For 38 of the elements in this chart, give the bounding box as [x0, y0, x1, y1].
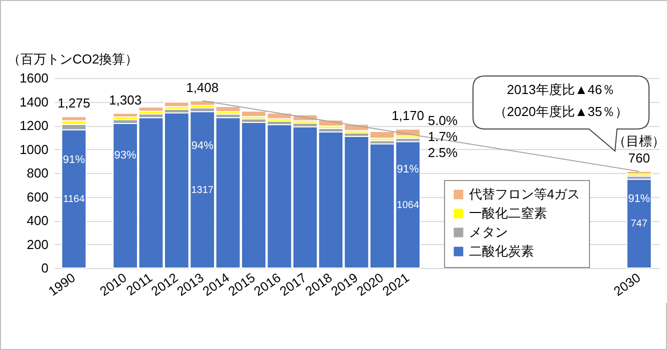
data-label: 747 [630, 218, 648, 230]
annotation: 5.0% [428, 113, 458, 128]
y-tick-label: 1000 [20, 142, 48, 157]
data-label: 1164 [63, 194, 86, 205]
annotation: 91% [396, 163, 420, 176]
data-label: 1317 [191, 184, 214, 196]
y-tick-label: 1600 [20, 70, 48, 86]
total-label: 1,170 [392, 108, 424, 124]
annotation: 91% [628, 192, 650, 205]
annotation: 760 [628, 150, 650, 166]
y-tick-label: 600 [26, 189, 48, 204]
y-tick-label: 200 [26, 236, 48, 252]
total-label: 1,275 [58, 96, 90, 111]
bar [626, 178, 652, 268]
y-tick-label: 1400 [20, 94, 48, 110]
bar [61, 129, 87, 268]
total-label: 1,408 [186, 80, 219, 95]
annotation: 2013年度比▲46％ [506, 81, 616, 99]
bar [61, 116, 87, 122]
legend-label: メタン [469, 224, 508, 240]
annotation: 94% [191, 140, 214, 152]
legend-label: 代替フロン等4ガス [468, 186, 580, 202]
y-axis-title: （百万トンCO2換算） [8, 52, 138, 66]
annotation: （2020年度比▲35％） [492, 103, 630, 121]
legend-label: 二酸化炭素 [469, 244, 534, 258]
y-tick-label: 1200 [20, 118, 48, 133]
legend-label: 一酸化二窒素 [469, 206, 547, 220]
bar [626, 170, 652, 174]
y-tick-label: 400 [26, 213, 48, 228]
annotation: 2.5% [428, 145, 458, 160]
annotation: 1.7% [428, 129, 458, 144]
annotation: 93% [114, 149, 137, 162]
annotation: 91% [62, 154, 86, 166]
annotation: （目標） [613, 133, 666, 148]
total-label: 1,303 [109, 92, 142, 108]
y-tick-label: 0 [41, 260, 48, 276]
data-label: 1064 [396, 200, 420, 211]
y-tick-label: 800 [26, 166, 48, 180]
